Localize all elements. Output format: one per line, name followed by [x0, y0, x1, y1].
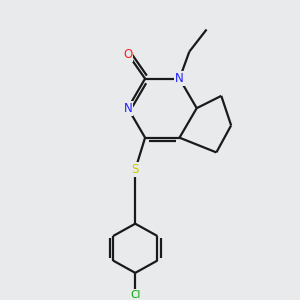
Text: N: N — [124, 102, 132, 115]
Text: N: N — [175, 72, 184, 85]
Text: S: S — [132, 163, 139, 176]
Text: Cl: Cl — [130, 290, 140, 300]
Text: O: O — [123, 48, 133, 61]
